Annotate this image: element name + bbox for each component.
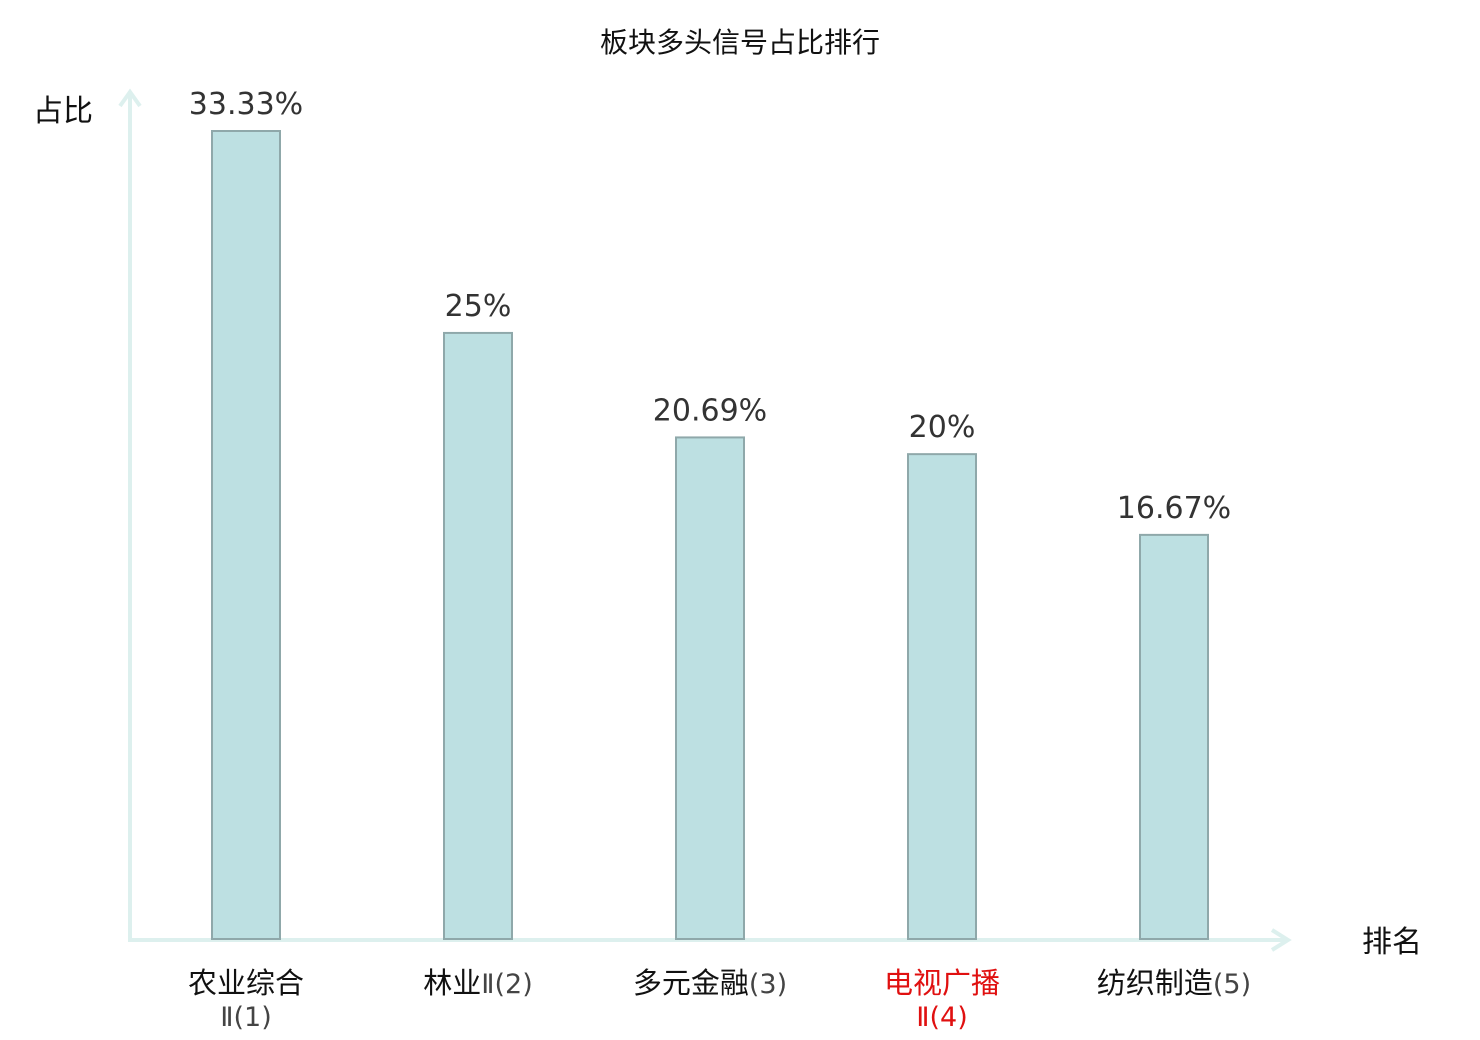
category-label-5: 纺织制造(5) xyxy=(1097,966,1251,1000)
y-axis-arrow xyxy=(118,88,142,108)
x-axis-label: 排名 xyxy=(1362,925,1422,960)
bar-4 xyxy=(907,453,977,940)
category-label-4: 电视广播 Ⅱ(4) xyxy=(884,966,1000,1033)
value-label-3: 20.69% xyxy=(653,393,767,428)
category-name-3: 多元金融 xyxy=(633,966,749,1000)
category-label-3: 多元金融(3) xyxy=(633,966,787,1000)
labels-group: 33.33% 农业综合 Ⅱ(1) 25% 林业Ⅱ(2) 20.69% 多元金融(3) 20% 电… xyxy=(188,87,1251,1033)
category-name-5: 纺织制造 xyxy=(1097,966,1213,1000)
x-axis-arrow xyxy=(1270,928,1292,952)
value-label-4: 20% xyxy=(909,410,976,445)
value-label-1: 33.33% xyxy=(189,87,303,122)
bar-3 xyxy=(675,436,745,940)
category-suffix-2: Ⅱ(2) xyxy=(481,969,533,1000)
bar-2 xyxy=(443,331,513,940)
category-name-4: 电视广播 xyxy=(884,966,1000,1000)
category-suffix-4: Ⅱ(4) xyxy=(916,1002,968,1033)
value-label-2: 25% xyxy=(445,289,512,324)
value-label-5: 16.67% xyxy=(1117,491,1231,526)
category-label-1: 农业综合 Ⅱ(1) xyxy=(188,966,304,1033)
category-suffix-3: (3) xyxy=(749,969,787,1000)
y-axis-label: 占比 xyxy=(33,94,93,129)
bars-group xyxy=(211,130,1209,940)
category-suffix-1: Ⅱ(1) xyxy=(220,1002,272,1033)
chart-title: 板块多头信号占比排行 xyxy=(600,26,880,59)
bar-5 xyxy=(1139,533,1209,940)
category-name-2: 林业 xyxy=(423,966,481,1000)
category-suffix-5: (5) xyxy=(1213,969,1251,1000)
category-label-2: 林业Ⅱ(2) xyxy=(423,966,533,1000)
category-name-1: 农业综合 xyxy=(188,966,304,1000)
bar-1 xyxy=(211,130,281,940)
